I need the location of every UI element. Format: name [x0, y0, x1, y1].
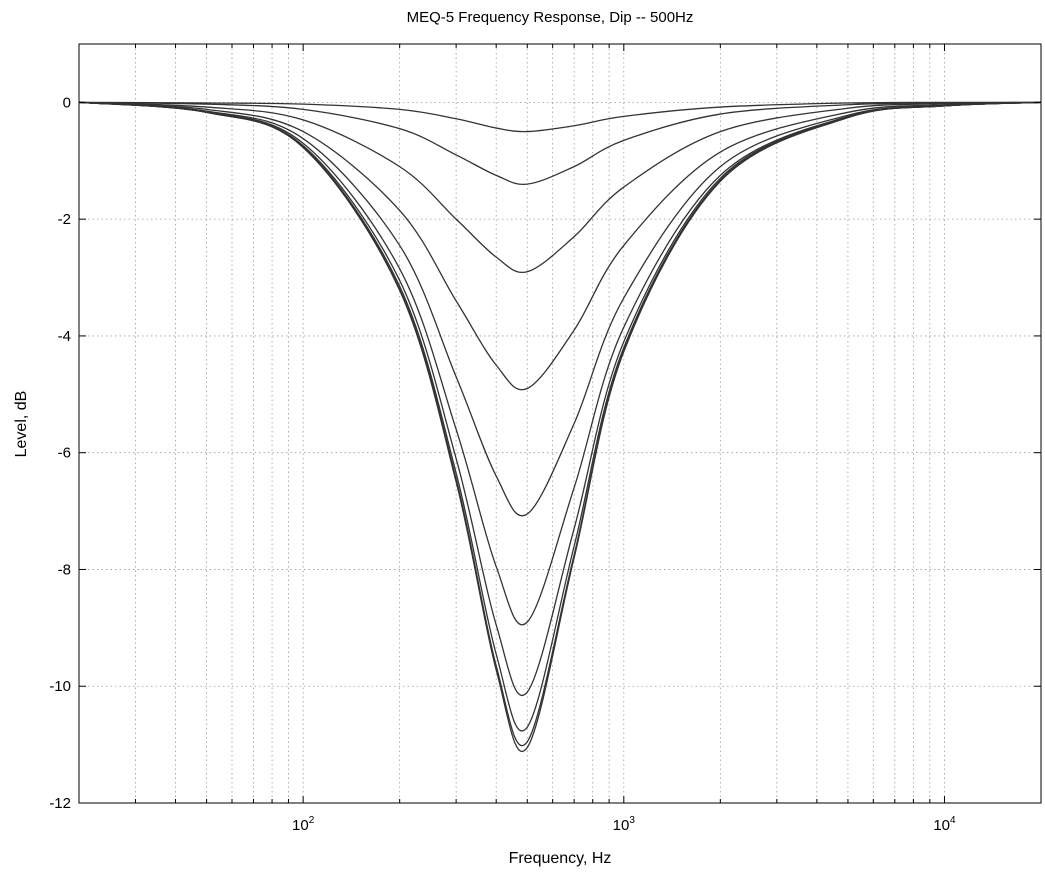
y-axis-label: Level, dB [13, 391, 30, 458]
response-curve [78, 101, 1042, 752]
response-curve [78, 101, 1042, 517]
y-tick-label: -4 [58, 328, 71, 345]
plot-area-frame [78, 43, 1042, 804]
y-tick-label: -10 [49, 678, 71, 695]
response-curve [78, 101, 1042, 391]
y-tick-label: -12 [49, 795, 71, 812]
x-axis-label: Frequency, Hz [509, 850, 612, 867]
tick-layer: 0 -2 -4 -6 -8 -10 -12 102 103 104 [49, 44, 1041, 834]
response-curve [78, 101, 1042, 696]
y-tick-label: -2 [58, 211, 71, 228]
y-tick-label: -8 [58, 561, 71, 578]
y-tick-label: -6 [58, 445, 71, 462]
response-curve [78, 101, 1042, 186]
response-curve [78, 101, 1042, 274]
chart-title: MEQ-5 Frequency Response, Dip -- 500Hz [407, 9, 694, 26]
x-tick-label: 102 [292, 815, 315, 834]
x-tick-label: 103 [613, 815, 636, 834]
response-curve [78, 101, 1042, 133]
y-tick-label: 0 [63, 94, 71, 111]
response-curve [78, 101, 1042, 747]
grid-layer [79, 44, 1041, 803]
response-curve [78, 101, 1042, 626]
x-tick-label: 104 [933, 815, 956, 834]
response-curve [78, 101, 1042, 732]
series-layer [78, 101, 1042, 752]
